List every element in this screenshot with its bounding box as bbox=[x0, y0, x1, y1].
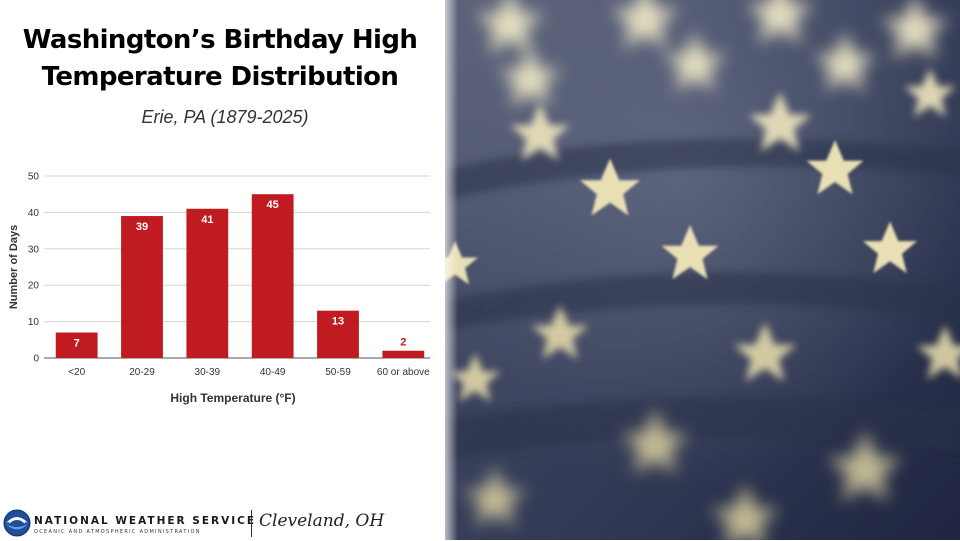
data-label: 2 bbox=[400, 337, 406, 349]
flag-photo-art bbox=[445, 0, 960, 540]
bar bbox=[186, 208, 229, 358]
page-subtitle: Erie, PA (1879-2025) bbox=[141, 107, 309, 127]
bar bbox=[382, 350, 425, 358]
x-tick-label: 50-59 bbox=[325, 367, 351, 378]
data-label: 41 bbox=[201, 214, 213, 226]
page-title: Washington’s Birthday High Temperature D… bbox=[0, 22, 440, 96]
bar bbox=[317, 310, 359, 358]
org-subtitle: OCEANIC AND ATMOSPHERIC ADMINISTRATION bbox=[34, 529, 201, 535]
y-axis-title: Number of Days bbox=[8, 225, 20, 309]
y-tick-label: 50 bbox=[28, 172, 40, 183]
title-line-2: Temperature Distribution bbox=[41, 62, 399, 92]
bar-chart: 0 10 20 30 40 50 7 <20 39 20-29 41 30-39 45 40-49 13 50… bbox=[8, 172, 436, 405]
chart-panel: Washington’s Birthday High Temperature D… bbox=[0, 0, 445, 540]
noaa-logo-icon bbox=[3, 509, 31, 537]
footer: NATIONAL WEATHER SERVICE OCEANIC AND ATM… bbox=[0, 505, 445, 541]
data-label: 7 bbox=[74, 338, 80, 350]
data-label: 13 bbox=[332, 316, 344, 328]
footer-divider bbox=[251, 510, 252, 537]
title-line-1: Washington’s Birthday High bbox=[22, 25, 418, 55]
y-tick-label: 10 bbox=[28, 317, 40, 328]
data-label: 45 bbox=[267, 199, 279, 211]
org-name: NATIONAL WEATHER SERVICE bbox=[34, 515, 257, 527]
american-flag-stars-photo bbox=[445, 0, 960, 540]
data-label: 39 bbox=[136, 221, 148, 233]
x-tick-label: 20-29 bbox=[129, 367, 155, 378]
x-axis-title: High Temperature (°F) bbox=[170, 391, 295, 405]
y-tick-label: 20 bbox=[28, 281, 40, 292]
x-tick-label: 30-39 bbox=[195, 367, 221, 378]
office-name: Cleveland, OH bbox=[259, 511, 385, 531]
bar bbox=[55, 332, 98, 358]
y-tick-label: 40 bbox=[28, 208, 40, 219]
bar bbox=[251, 194, 294, 358]
x-tick-label: 40-49 bbox=[260, 367, 286, 378]
x-tick-label: 60 or above bbox=[377, 367, 430, 378]
bar bbox=[121, 216, 163, 358]
y-tick-label: 30 bbox=[28, 244, 40, 255]
y-tick-label: 0 bbox=[33, 354, 39, 365]
x-tick-label: <20 bbox=[68, 367, 85, 378]
